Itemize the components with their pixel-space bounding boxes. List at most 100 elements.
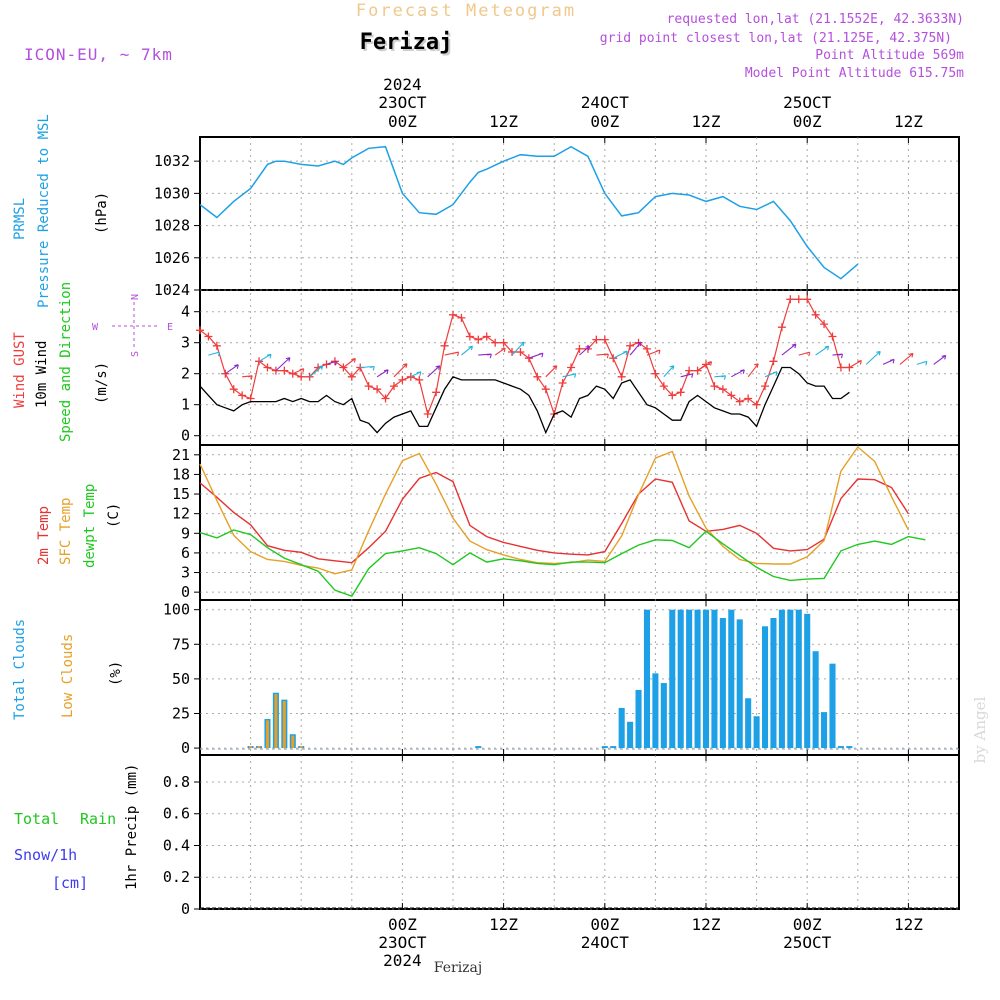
gust-marker — [364, 382, 373, 391]
y-tick-label: 2 — [181, 365, 190, 383]
y-tick-label: 0 — [181, 739, 190, 757]
gust-marker — [204, 332, 213, 341]
y-tick-label: 6 — [181, 544, 190, 562]
gust-marker — [609, 354, 618, 363]
gust-marker — [777, 323, 786, 332]
gust-marker — [659, 382, 668, 391]
wind-direction-arrow — [596, 353, 609, 359]
precip-unit-label: 1hr Precip (mm) — [124, 764, 140, 890]
bottom-time-label: 24OCT — [581, 933, 630, 952]
wind-direction-arrow — [511, 341, 525, 356]
temp-dew-label: dewpt Temp — [82, 484, 98, 568]
wind-direction-arrow — [360, 365, 375, 371]
gust-marker — [786, 295, 795, 304]
gust-marker — [668, 391, 677, 400]
gust-marker — [347, 372, 356, 381]
wind-direction-arrow — [579, 345, 591, 356]
model-label: ICON-EU, ~ 7km — [24, 45, 173, 64]
wind-direction-arrow — [478, 353, 492, 359]
compass-rose: N S W E — [92, 294, 173, 357]
gust-marker — [474, 335, 483, 344]
wind-direction-arrow — [562, 373, 577, 378]
pressure-unit-label: (hPa) — [94, 192, 110, 234]
top-time-label: 23OCT — [378, 93, 427, 112]
gust-marker — [415, 375, 424, 384]
top-time-label: 2024 — [383, 75, 422, 94]
total-cloud-bar — [677, 609, 684, 749]
low-cloud-bar — [282, 701, 286, 749]
wind-direction-arrow — [832, 353, 844, 359]
gust-marker — [491, 338, 500, 347]
dewpoint-line — [199, 529, 926, 597]
y-tick-label: 1030 — [154, 184, 190, 202]
wind-direction-arrow — [326, 360, 338, 366]
gust-marker — [735, 397, 744, 406]
bottom-time-label: 00Z — [793, 915, 822, 934]
wind-direction-arrow — [528, 352, 544, 359]
wind-direction-arrow — [899, 352, 914, 365]
y-tick-label: 3 — [181, 564, 190, 582]
product-title: Forecast Meteogram — [356, 1, 576, 21]
gust-marker — [567, 363, 576, 372]
top-time-label: 24OCT — [581, 93, 630, 112]
gust-marker — [381, 394, 390, 403]
bottom-time-label: 12Z — [894, 915, 923, 934]
panel-frame-clouds — [199, 599, 960, 756]
gust-marker — [533, 372, 542, 381]
gust-marker — [558, 379, 567, 387]
gust-marker — [592, 335, 601, 344]
panel-frame-pressure — [199, 136, 960, 291]
gust-marker — [651, 369, 660, 378]
requested-coords: requested lon,lat (21.1552E, 42.3633N) — [667, 12, 964, 27]
wind-direction-arrow — [849, 359, 862, 368]
wind-gust-label: Wind GUST — [12, 332, 28, 408]
wind-direction-arrow — [781, 343, 797, 356]
gust-marker — [710, 382, 719, 391]
y-tick-label: 1024 — [154, 281, 190, 299]
credit-watermark: by Angel — [971, 696, 989, 763]
wind-direction-arrow — [747, 363, 759, 378]
wind-direction-arrow — [258, 353, 272, 362]
low-cloud-bar — [249, 746, 253, 749]
total-cloud-bar — [753, 716, 760, 749]
gust-marker — [432, 388, 441, 397]
gust-marker — [499, 338, 508, 347]
y-tick-label: 0 — [181, 583, 190, 601]
gust-marker — [516, 348, 525, 356]
y-tick-label: 100 — [163, 601, 190, 619]
snow-cm-label: [cm] — [52, 874, 88, 892]
pressure-name-label: PRMSL — [12, 198, 28, 240]
gust-marker — [423, 410, 432, 418]
gust-marker — [600, 335, 609, 344]
gust-marker — [769, 357, 778, 366]
total-cloud-bar — [601, 746, 608, 749]
gust-marker — [406, 372, 415, 381]
wind-direction-arrow — [612, 350, 628, 359]
bottom-time-label: 00Z — [590, 915, 619, 934]
low-cloud-bar — [265, 720, 269, 749]
wind-direction-arrow — [697, 361, 713, 372]
y-tick-label: 0.8 — [163, 773, 190, 791]
gust-marker — [820, 320, 829, 329]
total-cloud-bar — [770, 617, 777, 749]
gust-marker — [727, 391, 736, 400]
gust-marker — [263, 363, 272, 372]
gust-marker — [465, 332, 474, 341]
grid-coords: grid point closest lon,lat (21.125E, 42.… — [600, 31, 952, 46]
gust-marker — [305, 372, 314, 381]
gust-marker — [255, 357, 264, 366]
y-tick-label: 1026 — [154, 249, 190, 267]
y-tick-label: 50 — [172, 670, 190, 688]
y-tick-label: 15 — [172, 485, 190, 503]
station-title: Ferizaj — [360, 30, 453, 55]
gust-marker — [752, 400, 761, 409]
panel-frame-precipitation — [199, 754, 960, 910]
y-tick-label: 1 — [181, 396, 190, 414]
bottom-time-label: 2024 — [383, 951, 422, 970]
y-tick-label: 0 — [181, 427, 190, 445]
total-cloud-bar — [643, 609, 651, 749]
gust-marker — [811, 310, 820, 319]
top-time-label: 00Z — [590, 112, 619, 131]
total-cloud-bar — [669, 609, 676, 749]
